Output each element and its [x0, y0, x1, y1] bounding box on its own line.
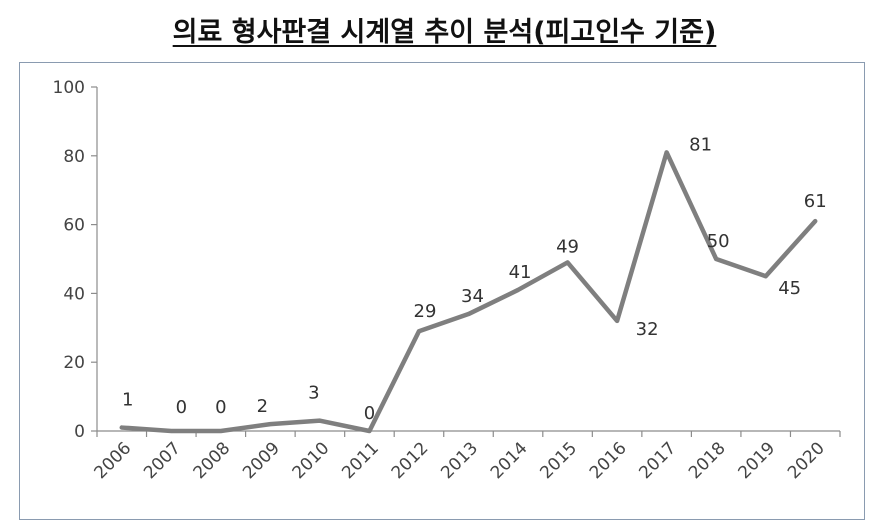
- x-tick-label: 2017: [635, 438, 680, 483]
- x-tick-label: 2013: [437, 438, 482, 483]
- series-lines: [119, 150, 818, 434]
- data-label: 32: [636, 319, 659, 340]
- data-label: 0: [176, 397, 187, 418]
- x-tick-label: 2020: [784, 438, 829, 483]
- data-label: 49: [556, 236, 579, 257]
- y-tick-label: 80: [63, 147, 85, 167]
- data-label: 81: [689, 134, 712, 155]
- data-label: 0: [364, 403, 375, 424]
- x-tick-label: 2008: [190, 438, 235, 483]
- x-tick-label: 2019: [735, 438, 780, 483]
- x-tick-label: 2010: [289, 438, 334, 483]
- chart-title: 의료 형사판결 시계열 추이 분석(피고인수 기준): [172, 17, 717, 48]
- data-label: 29: [414, 301, 437, 322]
- y-tick-label: 100: [53, 78, 85, 98]
- y-tick-label: 0: [74, 422, 85, 442]
- x-tick-label: 2018: [685, 438, 730, 483]
- x-tick-label: 2015: [536, 438, 581, 483]
- y-tick-labels: 0 20 40 60 80 100: [53, 78, 85, 442]
- x-tick-label: 2016: [586, 438, 631, 483]
- x-tick-label: 2007: [140, 438, 185, 483]
- data-label: 45: [778, 278, 801, 299]
- y-tick-label: 20: [63, 353, 85, 373]
- x-tick-labels: 2006 2007 2008 2009 2010 2011 2012 2013 2014 2015…: [91, 438, 829, 483]
- x-tick-label: 2009: [239, 438, 284, 483]
- data-label: 1: [122, 390, 133, 411]
- y-tick-label: 40: [63, 284, 85, 304]
- series-line: [119, 150, 818, 434]
- x-tick-label: 2006: [91, 438, 136, 483]
- data-labels: 1 0 0 2 3 0 29 34 41 49 32 81 50 45 61: [122, 134, 827, 424]
- data-label: 41: [509, 262, 532, 283]
- data-label: 2: [257, 396, 268, 417]
- data-label: 3: [308, 383, 319, 404]
- data-label: 0: [215, 397, 226, 418]
- data-label: 61: [804, 191, 827, 212]
- x-tick-label: 2014: [487, 438, 532, 483]
- chart-frame: [19, 62, 865, 520]
- data-label: 34: [461, 286, 484, 307]
- y-tick-label: 60: [63, 216, 85, 236]
- x-tick-label: 2011: [338, 438, 383, 483]
- x-tick-label: 2012: [388, 438, 433, 483]
- data-label: 50: [707, 231, 730, 252]
